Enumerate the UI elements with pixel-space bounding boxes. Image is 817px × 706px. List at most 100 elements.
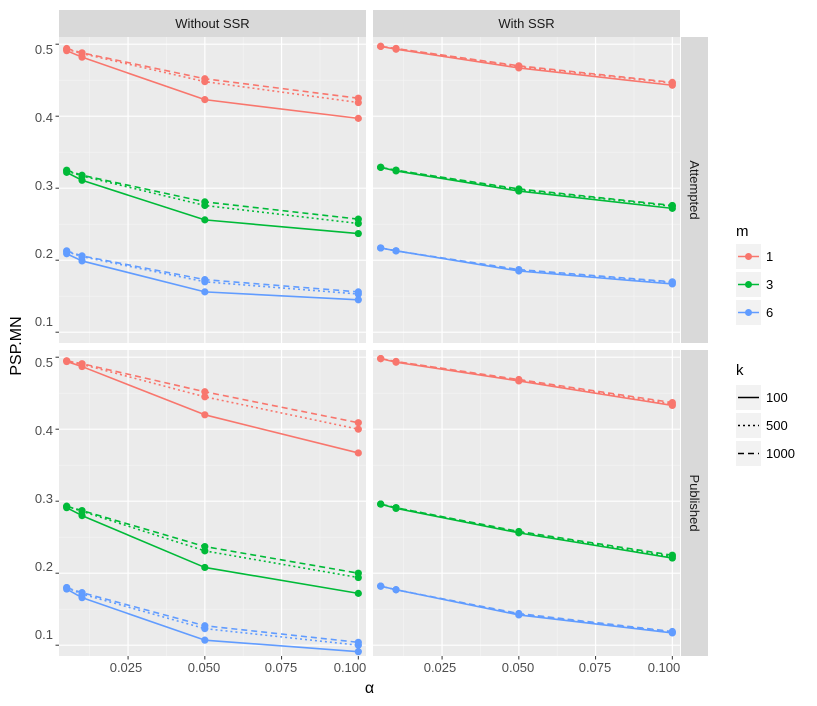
x-tick-label-right-0.025: 0.025 xyxy=(424,660,457,675)
data-point-with-ssr-attempted-m1-k1000 xyxy=(377,42,385,50)
panel-bg-with-ssr-attempted xyxy=(373,37,680,343)
series-line-without-ssr-published-m6-k100 xyxy=(66,588,359,653)
series-line-without-ssr-published-m3-k500 xyxy=(66,505,359,579)
y-tick-label-bottom-0.3: 0.3 xyxy=(35,491,53,506)
data-point-with-ssr-attempted-m1-k1000 xyxy=(515,62,523,70)
data-point-with-ssr-attempted-m3-k1000 xyxy=(392,166,400,174)
legend-k-label-500: 500 xyxy=(766,418,788,433)
legend-k-label-100: 100 xyxy=(766,390,788,405)
data-point-with-ssr-attempted-m1-k1000 xyxy=(668,78,676,86)
series-line-without-ssr-published-m3-k100 xyxy=(66,506,359,595)
data-point-without-ssr-attempted-m6-k1000 xyxy=(78,252,86,260)
data-point-without-ssr-published-m1-k100 xyxy=(354,449,362,457)
y-tick-label-top-0.3: 0.3 xyxy=(35,178,53,193)
strip-row-attempted xyxy=(681,37,708,343)
data-point-without-ssr-published-m1-k1000 xyxy=(354,419,362,427)
data-point-with-ssr-attempted-m6-k1000 xyxy=(392,247,400,255)
data-point-without-ssr-published-m6-k1000 xyxy=(354,638,362,646)
data-point-without-ssr-published-m3-k1000 xyxy=(78,506,86,515)
y-tick-label-top-0.5: 0.5 xyxy=(35,42,53,57)
y-tick-label-top-0.1: 0.1 xyxy=(35,314,53,329)
data-point-without-ssr-published-m3-k1000 xyxy=(63,502,71,510)
strip-label-without-ssr: Without SSR xyxy=(175,16,249,31)
data-point-without-ssr-published-m1-k500 xyxy=(201,393,209,401)
data-point-with-ssr-published-m1-k1000 xyxy=(668,398,676,407)
series-line-with-ssr-attempted-m6-k500 xyxy=(380,247,673,284)
y-tick-label-top-0.2: 0.2 xyxy=(35,246,53,261)
series-line-without-ssr-attempted-m6-k100 xyxy=(66,252,359,301)
series-line-without-ssr-published-m6-k500 xyxy=(66,586,359,646)
series-line-with-ssr-attempted-m3-k100 xyxy=(380,166,673,210)
series-line-with-ssr-attempted-m1-k500 xyxy=(380,45,673,84)
x-tick-label-left-0.050: 0.050 xyxy=(188,660,221,675)
legend-m-label-3: 3 xyxy=(766,277,773,292)
data-point-with-ssr-attempted-m3-k1000 xyxy=(668,201,676,210)
x-tick-label-right-0.100: 0.100 xyxy=(648,660,681,675)
data-point-without-ssr-attempted-m3-k1000 xyxy=(78,171,86,179)
data-point-without-ssr-attempted-m3-k100 xyxy=(354,229,362,238)
data-point-without-ssr-attempted-m6-k100 xyxy=(201,288,209,296)
x-tick-label-left-0.025: 0.025 xyxy=(110,660,143,675)
legend-m-key-point-3 xyxy=(745,281,752,288)
data-point-without-ssr-published-m3-k100 xyxy=(354,589,362,597)
data-point-without-ssr-attempted-m1-k1000 xyxy=(78,49,86,57)
data-point-with-ssr-attempted-m3-k1000 xyxy=(515,185,523,193)
data-point-without-ssr-published-m1-k1000 xyxy=(78,360,86,368)
data-point-with-ssr-attempted-m6-k1000 xyxy=(668,278,676,286)
data-point-without-ssr-published-m1-k100 xyxy=(201,411,209,419)
data-point-without-ssr-published-m1-k500 xyxy=(354,425,362,433)
data-point-with-ssr-published-m6-k1000 xyxy=(377,582,385,590)
series-line-without-ssr-attempted-m3-k100 xyxy=(66,171,359,235)
data-point-without-ssr-attempted-m1-k1000 xyxy=(63,44,71,53)
data-point-without-ssr-attempted-m3-k1000 xyxy=(63,166,71,174)
data-point-without-ssr-attempted-m1-k100 xyxy=(201,96,209,104)
data-point-without-ssr-attempted-m1-k100 xyxy=(354,114,362,122)
data-point-with-ssr-published-m6-k1000 xyxy=(515,609,523,618)
y-tick-label-bottom-0.4: 0.4 xyxy=(35,423,53,438)
legend-m-key-point-6 xyxy=(745,309,752,316)
data-point-without-ssr-published-m6-k100 xyxy=(354,648,362,656)
legend-m-label-6: 6 xyxy=(766,305,773,320)
panel-bg-without-ssr-published xyxy=(59,350,366,656)
grid-lines xyxy=(55,37,680,660)
data-point-without-ssr-published-m6-k1000 xyxy=(63,584,71,592)
series-line-without-ssr-published-m6-k1000 xyxy=(66,586,359,644)
series-line-with-ssr-attempted-m6-k100 xyxy=(380,247,673,285)
data-point-with-ssr-published-m1-k1000 xyxy=(392,357,400,366)
series-line-with-ssr-published-m1-k100 xyxy=(380,357,673,407)
data-point-with-ssr-attempted-m3-k1000 xyxy=(377,163,385,171)
series-line-with-ssr-attempted-m1-k100 xyxy=(380,45,673,87)
y-axis-title: PSP.MN xyxy=(8,316,25,375)
data-point-without-ssr-published-m6-k100 xyxy=(201,636,209,644)
data-point-without-ssr-attempted-m1-k1000 xyxy=(354,94,362,102)
data-point-without-ssr-attempted-m6-k1000 xyxy=(201,276,209,284)
data-point-without-ssr-attempted-m3-k100 xyxy=(201,216,209,224)
data-point-with-ssr-published-m3-k1000 xyxy=(668,551,676,559)
data-point-without-ssr-attempted-m6-k1000 xyxy=(354,288,362,296)
data-point-without-ssr-attempted-m3-k1000 xyxy=(201,198,209,206)
y-tick-label-bottom-0.2: 0.2 xyxy=(35,559,53,574)
strip-label-attempted: Attempted xyxy=(687,160,702,219)
data-point-without-ssr-published-m6-k1000 xyxy=(201,622,209,630)
series-line-without-ssr-published-m1-k500 xyxy=(66,360,359,430)
data-point-without-ssr-published-m3-k100 xyxy=(201,563,209,572)
panel-bg-with-ssr-published xyxy=(373,350,680,656)
x-tick-label-left-0.100: 0.100 xyxy=(334,660,367,675)
data-point-without-ssr-attempted-m3-k1000 xyxy=(354,215,362,223)
data-point-with-ssr-published-m1-k1000 xyxy=(515,375,523,384)
series-line-without-ssr-published-m1-k100 xyxy=(66,360,359,454)
data-point-without-ssr-attempted-m1-k1000 xyxy=(201,75,209,83)
data-point-without-ssr-published-m3-k1000 xyxy=(354,569,362,577)
data-point-with-ssr-attempted-m6-k1000 xyxy=(515,265,523,274)
legend-m-label-1: 1 xyxy=(766,249,773,264)
data-point-with-ssr-published-m1-k1000 xyxy=(377,355,385,363)
data-point-with-ssr-attempted-m6-k1000 xyxy=(377,244,385,252)
y-tick-label-top-0.4: 0.4 xyxy=(35,110,53,125)
data-point-without-ssr-published-m1-k1000 xyxy=(201,388,209,396)
series-line-without-ssr-published-m3-k1000 xyxy=(66,505,359,574)
x-axis-title: α xyxy=(365,680,374,697)
x-tick-label-left-0.075: 0.075 xyxy=(265,660,298,675)
legend-k-title: k xyxy=(736,362,744,379)
data-point-with-ssr-published-m6-k1000 xyxy=(668,627,676,636)
